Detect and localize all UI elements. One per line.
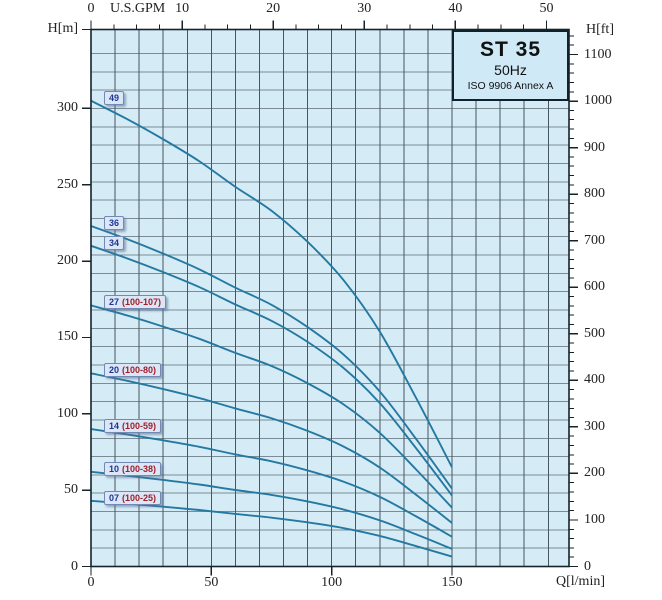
title-box: ST 35 50Hz ISO 9906 Annex A: [452, 30, 569, 101]
bottom-axis-tick-label: 0: [87, 575, 95, 590]
curve-label-10: 10 (100-38): [104, 461, 162, 476]
plot-border: [90, 28, 570, 568]
curve-27: [90, 304, 453, 509]
curve-label-14: 14 (100-59): [104, 419, 162, 434]
curve-designation: (100-80): [122, 365, 157, 376]
curve-label-20: 20 (100-80): [104, 363, 162, 378]
curve-model-number: 49: [109, 92, 120, 103]
curve-label-34: 34: [104, 235, 125, 250]
curve-model-number: 07: [109, 492, 120, 503]
left-axis-tick-label: 50: [64, 482, 78, 498]
left-axis-tick-label: 0: [71, 558, 78, 574]
curve-model-number: 10: [109, 463, 120, 474]
right-axis-tick-label: 1000: [584, 93, 612, 109]
curve-label-07: 07 (100-25): [104, 490, 162, 505]
curve-designation: (100-59): [122, 421, 157, 432]
curve-36: [90, 225, 453, 490]
top-axis-tick-label: 30: [357, 1, 372, 16]
right-axis-tick-label: 600: [584, 279, 605, 295]
right-axis-tick-label: 300: [584, 418, 605, 434]
right-axis-tick-label: 100: [584, 511, 605, 527]
curve-14: [90, 428, 453, 538]
right-axis-tick-label: 700: [584, 232, 605, 248]
curve-10: [90, 470, 453, 550]
curve-model-number: 34: [109, 237, 120, 248]
left-axis-tick-label: 250: [57, 176, 78, 192]
right-axis-tick-label: 500: [584, 325, 605, 341]
left-axis-tick-label: 300: [57, 100, 78, 116]
right-axis-tick-label: 0: [584, 558, 591, 574]
pump-frequency: 50Hz: [494, 62, 527, 78]
top-axis-tick-label: 40: [448, 1, 463, 16]
right-axis-unit-label: H[ft]: [586, 22, 614, 37]
top-axis-tick-label: 20: [266, 1, 281, 16]
bottom-axis-unit-label: Q[l/min]: [556, 574, 605, 589]
curve-07: [90, 499, 453, 558]
curve-20: [90, 372, 453, 524]
left-axis-tick-label: 100: [57, 405, 78, 421]
left-axis-unit-label: H[m]: [47, 21, 78, 36]
right-axis-tick-label: 900: [584, 139, 605, 155]
top-axis-tick-label: 0: [87, 1, 95, 16]
right-axis-tick-label: 1100: [584, 46, 612, 62]
pump-curves: [90, 99, 453, 558]
right-axis-tick-label: 200: [584, 465, 605, 481]
curve-model-number: 14: [109, 421, 120, 432]
bottom-axis-tick-label: 100: [321, 575, 343, 590]
curve-model-number: 27: [109, 297, 120, 308]
curve-designation: (100-107): [122, 297, 162, 308]
curve-model-number: 36: [109, 217, 120, 228]
curve-designation: (100-38): [122, 463, 157, 474]
top-axis-tick-label: 50: [539, 1, 554, 16]
top-axis-unit-label: U.S.GPM: [110, 1, 166, 16]
bottom-axis-tick-label: 150: [441, 575, 463, 590]
left-axis-tick-label: 150: [57, 329, 78, 345]
curve-designation: (100-25): [122, 492, 157, 503]
curve-model-number: 20: [109, 365, 120, 376]
pump-model: ST 35: [479, 38, 542, 61]
right-axis-tick-label: 400: [584, 372, 605, 388]
curve-label-49: 49: [104, 90, 125, 105]
top-axis-tick-label: 10: [175, 1, 190, 16]
curve-label-27: 27 (100-107): [104, 295, 167, 310]
test-standard: ISO 9906 Annex A: [467, 80, 554, 92]
curve-label-36: 36: [104, 215, 125, 230]
axis-ticks: [82, 20, 578, 576]
bottom-axis-tick-label: 50: [204, 575, 219, 590]
right-axis-tick-label: 800: [584, 186, 605, 202]
curve-49: [90, 99, 453, 468]
curve-34: [90, 244, 453, 497]
left-axis-tick-label: 200: [57, 253, 78, 269]
